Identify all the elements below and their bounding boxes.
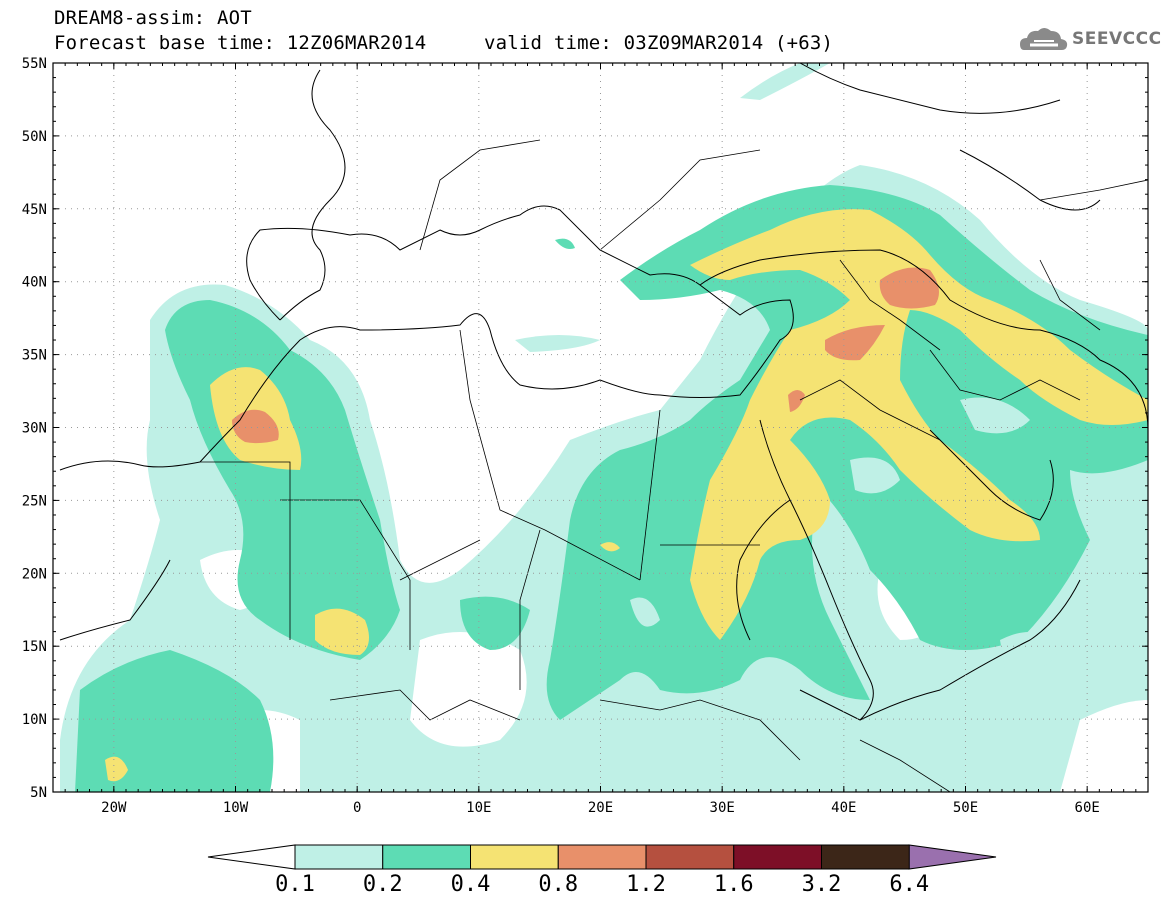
colorbar: 0.1 0.2 0.4 0.8 1.2 1.6 3.2 6.4 <box>207 844 997 897</box>
lat-label: 45N <box>22 202 47 218</box>
latitude-labels: 55N 50N 45N 40N 35N 30N 25N 20N 15N 10N 5N <box>22 56 47 801</box>
logo-text: SEEVCCC <box>1072 29 1162 49</box>
lat-label: 50N <box>22 129 47 145</box>
lon-label: 0 <box>353 800 361 816</box>
colorbar-swatch <box>382 844 471 870</box>
colorbar-label: 1.6 <box>714 872 754 897</box>
aot-level-0.4 <box>105 209 1148 782</box>
map-title: DREAM8-assim: AOT <box>54 7 252 29</box>
colorbar-label: 0.4 <box>451 872 491 897</box>
forecast-base-time: Forecast base time: 12Z06MAR2014 <box>54 32 427 54</box>
lon-label: 10W <box>223 800 249 816</box>
valid-time: valid time: 03Z09MAR2014 (+63) <box>484 32 834 54</box>
aot-level-0.1-inner <box>630 397 1060 673</box>
colorbar-label: 0.8 <box>538 872 578 897</box>
colorbar-swatch <box>470 844 559 870</box>
lat-label: 40N <box>22 275 47 291</box>
lat-label: 30N <box>22 421 47 437</box>
colorbar-swatch <box>645 844 735 870</box>
lat-label: 15N <box>22 639 47 655</box>
lat-label: 25N <box>22 493 47 509</box>
colorbar-label: 1.2 <box>626 872 666 897</box>
lat-label: 20N <box>22 566 47 582</box>
lon-label: 20W <box>101 800 127 816</box>
country-borders <box>200 139 1148 792</box>
colorbar-label: 6.4 <box>889 872 929 897</box>
lat-label: 10N <box>22 712 47 728</box>
colorbar-swatch <box>557 844 647 870</box>
aot-level-0.8 <box>232 267 939 444</box>
lon-label: 20E <box>588 800 613 816</box>
lon-label: 40E <box>831 800 856 816</box>
colorbar-high-arrow <box>908 844 997 870</box>
colorbar-low-arrow <box>207 844 296 870</box>
lon-label: 50E <box>953 800 978 816</box>
colorbar-label: 3.2 <box>802 872 842 897</box>
longitude-labels: 20W 10W 0 10E 20E 30E 40E 50E 60E <box>101 800 1100 816</box>
lon-label: 60E <box>1075 800 1100 816</box>
lat-label: 55N <box>22 56 47 72</box>
lon-label: 30E <box>710 800 735 816</box>
colorbar-swatch <box>821 844 910 870</box>
colorbar-label: 0.2 <box>363 872 403 897</box>
axis-ticks <box>52 62 1149 793</box>
lat-label: 35N <box>22 348 47 364</box>
colorbar-swatch <box>733 844 822 870</box>
colorbar-swatch <box>294 844 384 870</box>
lon-label: 10E <box>466 800 491 816</box>
colorbar-label: 0.1 <box>275 872 315 897</box>
cloud-logo-icon <box>1020 28 1068 50</box>
lat-label: 5N <box>30 785 47 801</box>
aot-contour-field <box>60 63 1148 792</box>
